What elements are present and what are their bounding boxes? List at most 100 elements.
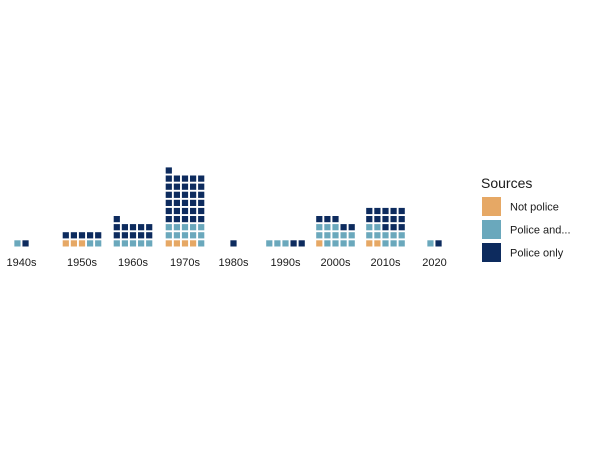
waffle-cell <box>198 207 205 215</box>
waffle-cell <box>366 232 373 239</box>
waffle-cell <box>173 240 180 247</box>
waffle-cell <box>173 224 180 231</box>
waffle-cell <box>382 224 389 231</box>
waffle-cell <box>382 232 389 239</box>
waffle-cell <box>340 240 347 247</box>
waffle-cell <box>146 240 153 247</box>
waffle-cell <box>348 240 355 247</box>
waffle-column-2000s <box>316 216 355 247</box>
waffle-cell <box>348 224 355 231</box>
legend-label: Police and... <box>510 225 571 237</box>
x-axis-ticks: 1940s 1950s 1960s 1970s 1980s 1990s 2000s 2010s… <box>7 257 447 269</box>
waffle-cell <box>146 224 153 231</box>
waffle-cell <box>348 232 355 239</box>
x-tick-label: 2000s <box>321 257 351 269</box>
waffle-cell <box>14 240 21 247</box>
x-tick-label: 1980s <box>219 257 249 269</box>
waffle-cell <box>324 232 331 239</box>
waffle-cell <box>366 240 373 247</box>
waffle-cell <box>62 240 69 247</box>
waffle-cell <box>78 232 86 239</box>
waffle-cell <box>173 216 180 223</box>
waffle-cell <box>398 216 405 223</box>
waffle-cell <box>181 175 189 182</box>
waffle-cell <box>274 240 281 247</box>
waffle-cell <box>173 183 180 190</box>
waffle-cell <box>165 191 172 198</box>
waffle-cell <box>190 175 197 182</box>
waffle-cell <box>181 216 189 223</box>
waffle-cell <box>173 175 180 182</box>
waffle-cell <box>390 232 397 239</box>
waffle-cell <box>198 191 205 198</box>
waffle-cell <box>165 240 172 247</box>
waffle-cell <box>316 240 323 247</box>
legend-label: Police only <box>510 248 564 260</box>
waffle-cell <box>398 232 405 239</box>
waffle-cell <box>181 183 189 190</box>
x-tick-label: 2020 <box>422 257 446 269</box>
waffle-cell <box>190 191 197 198</box>
waffle-cell <box>316 224 323 231</box>
waffle-cell <box>62 232 69 239</box>
waffle-cell <box>266 240 273 247</box>
waffle-cell <box>190 240 197 247</box>
legend-swatch <box>482 197 501 216</box>
waffle-cell <box>165 216 172 223</box>
waffle-column-1950s <box>62 232 102 247</box>
waffle-cell <box>190 207 197 215</box>
waffle-cell <box>165 224 172 231</box>
waffle-cell <box>95 240 102 247</box>
waffle-cell <box>198 232 205 239</box>
waffle-cell <box>165 207 172 215</box>
waffle-cell <box>121 232 128 239</box>
waffle-cell <box>382 207 389 215</box>
x-tick-label: 1950s <box>67 257 97 269</box>
waffle-cell <box>181 224 189 231</box>
waffle-cell <box>398 207 405 215</box>
legend-title: Sources <box>481 175 532 191</box>
waffle-column-1960s <box>113 216 153 247</box>
waffle-cell <box>173 207 180 215</box>
waffle-cell <box>198 183 205 190</box>
waffle-cell <box>113 224 120 231</box>
waffle-cell <box>78 240 86 247</box>
waffle-cell <box>332 232 339 239</box>
waffle-cell <box>316 232 323 239</box>
waffle-cell <box>113 232 120 239</box>
legend-swatch <box>482 243 501 262</box>
x-tick-label: 1940s <box>7 257 37 269</box>
waffle-cell <box>190 216 197 223</box>
waffle-cell <box>366 216 373 223</box>
waffle-cell <box>190 199 197 206</box>
waffle-cell <box>324 216 331 223</box>
waffle-cell <box>198 216 205 223</box>
x-tick-label: 1970s <box>170 257 200 269</box>
waffle-cell <box>95 232 102 239</box>
waffle-cell <box>87 232 94 239</box>
waffle-cell <box>181 207 189 215</box>
waffle-column-1990s <box>266 240 305 247</box>
waffle-cell <box>173 199 180 206</box>
waffle-cell <box>138 224 145 231</box>
waffle-cell <box>382 240 389 247</box>
waffle-cell <box>113 216 120 223</box>
waffle-cell <box>138 240 145 247</box>
waffle-cell <box>70 240 77 247</box>
waffle-cell <box>398 224 405 231</box>
x-tick-label: 2010s <box>371 257 401 269</box>
waffle-cell <box>374 224 381 231</box>
waffle-cell <box>390 224 397 231</box>
waffle-cell <box>290 240 297 247</box>
waffle-cell <box>129 224 137 231</box>
waffle-cell <box>340 224 347 231</box>
waffle-cell <box>324 224 331 231</box>
waffle-cell <box>190 224 197 231</box>
waffle-cell <box>113 240 120 247</box>
waffle-cell <box>332 240 339 247</box>
waffle-cell <box>282 240 289 247</box>
waffle-cell <box>190 232 197 239</box>
waffle-cell <box>121 240 128 247</box>
waffle-cell <box>165 232 172 239</box>
waffle-cell <box>374 240 381 247</box>
